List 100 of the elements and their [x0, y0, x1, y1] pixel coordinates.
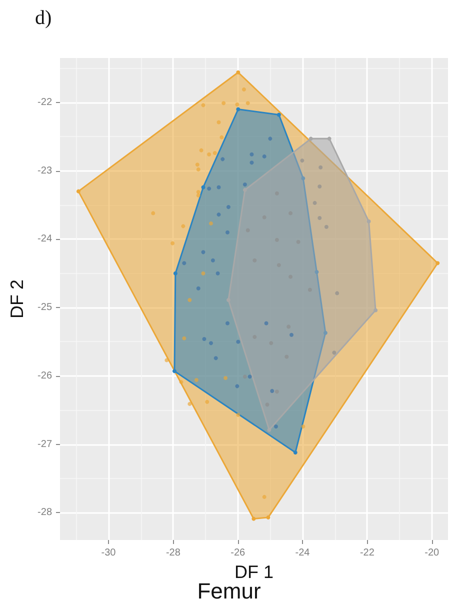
- y-tick-label: -28: [38, 507, 52, 518]
- point: [318, 165, 323, 170]
- point: [202, 336, 206, 341]
- point: [172, 369, 176, 374]
- point: [209, 221, 213, 226]
- point: [274, 390, 279, 394]
- point: [195, 162, 200, 167]
- x-tick-label: -30: [101, 548, 116, 558]
- point: [262, 494, 266, 499]
- point: [216, 120, 221, 124]
- point: [235, 102, 240, 106]
- point: [318, 184, 322, 189]
- point: [207, 152, 212, 156]
- point: [194, 378, 198, 382]
- point: [300, 158, 304, 163]
- point: [242, 182, 247, 186]
- point: [225, 321, 230, 326]
- x-tick-label: -22: [360, 548, 375, 558]
- y-tick-label: -27: [38, 438, 52, 450]
- point: [293, 450, 298, 454]
- point: [188, 298, 192, 302]
- point: [205, 400, 210, 404]
- y-axis-title: DF 2: [7, 279, 27, 319]
- point: [242, 374, 247, 379]
- point: [212, 151, 217, 156]
- point: [236, 340, 240, 344]
- point: [226, 298, 230, 302]
- point: [270, 388, 274, 393]
- point: [210, 258, 215, 262]
- point: [214, 356, 218, 360]
- point: [314, 270, 319, 274]
- point: [242, 87, 246, 92]
- point: [276, 112, 281, 117]
- point: [188, 402, 192, 406]
- point: [196, 286, 200, 290]
- point: [216, 185, 221, 190]
- point: [224, 376, 228, 380]
- point: [173, 271, 178, 276]
- point: [209, 341, 213, 346]
- point: [335, 291, 340, 296]
- y-tick-label: -26: [38, 370, 52, 382]
- y-tick-label: -25: [38, 302, 52, 314]
- point: [216, 271, 220, 276]
- point: [301, 176, 306, 180]
- y-tick-label: -23: [38, 165, 52, 176]
- point: [242, 188, 247, 192]
- text: d): [35, 7, 52, 29]
- point: [290, 332, 294, 337]
- point: [236, 70, 240, 74]
- point: [318, 216, 322, 220]
- x-tick-label: -20: [424, 548, 440, 558]
- point: [308, 136, 313, 141]
- point: [266, 515, 270, 520]
- point: [327, 136, 332, 141]
- point: [250, 160, 254, 165]
- point: [374, 308, 378, 312]
- point: [235, 384, 240, 388]
- point: [252, 516, 256, 521]
- point: [226, 205, 230, 210]
- y-tick-label: -24: [38, 234, 52, 245]
- point: [76, 189, 80, 194]
- point: [366, 219, 371, 224]
- point: [436, 261, 440, 266]
- point: [196, 190, 200, 194]
- point: [179, 380, 184, 384]
- point: [225, 230, 230, 234]
- point: [220, 157, 225, 162]
- point: [312, 200, 317, 205]
- point: [201, 250, 206, 254]
- point: [196, 167, 200, 172]
- x-tick-label: -28: [166, 548, 181, 558]
- point: [268, 136, 272, 141]
- point: [207, 186, 212, 191]
- point: [262, 154, 266, 158]
- point: [216, 212, 221, 217]
- point: [164, 358, 169, 362]
- point: [182, 336, 186, 340]
- point: [332, 350, 336, 355]
- point: [324, 224, 328, 229]
- point: [199, 148, 204, 152]
- point: [182, 261, 186, 266]
- point: [264, 321, 268, 326]
- point: [222, 101, 226, 106]
- y-tick-label: -22: [38, 96, 52, 108]
- point: [201, 103, 206, 108]
- point: [220, 135, 224, 140]
- point: [201, 185, 206, 190]
- point: [323, 330, 328, 335]
- point: [201, 271, 206, 276]
- point: [181, 224, 186, 228]
- x-tick-label: -26: [230, 548, 246, 558]
- point: [274, 424, 278, 429]
- point: [151, 211, 156, 216]
- point: [196, 193, 200, 198]
- point: [236, 107, 240, 112]
- point: [170, 241, 175, 246]
- point: [236, 412, 240, 417]
- point: [246, 101, 250, 106]
- x-tick-label: -24: [295, 548, 310, 558]
- point: [301, 424, 306, 429]
